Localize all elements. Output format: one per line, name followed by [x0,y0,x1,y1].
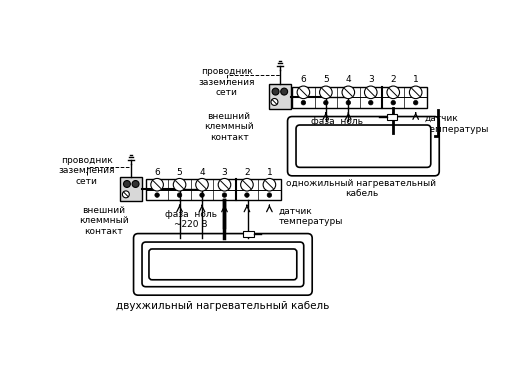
Circle shape [151,178,163,191]
Text: 6: 6 [300,75,306,84]
Circle shape [319,86,331,99]
Text: фаза  ноль
~220 В: фаза ноль ~220 В [310,117,362,137]
Circle shape [272,88,278,95]
Bar [120,177,142,201]
Circle shape [301,100,305,105]
Text: датчик
температуры: датчик температуры [278,206,343,226]
Text: 1: 1 [412,75,418,84]
Circle shape [244,193,249,197]
Text: 3: 3 [221,167,227,177]
FancyBboxPatch shape [149,249,296,280]
Circle shape [297,86,309,99]
Text: 6: 6 [154,167,160,177]
Text: 2: 2 [390,75,395,84]
Circle shape [218,178,230,191]
Text: 5: 5 [176,167,182,177]
Bar [146,179,280,201]
Circle shape [123,181,130,187]
Circle shape [323,100,327,105]
Text: датчик
температуры: датчик температуры [424,114,488,134]
Circle shape [132,181,139,187]
Bar [386,114,397,120]
Circle shape [413,100,417,105]
Circle shape [270,99,277,105]
Circle shape [409,86,421,99]
Text: проводник
заземления
сети: проводник заземления сети [58,156,115,185]
FancyBboxPatch shape [287,117,438,176]
Text: 5: 5 [322,75,328,84]
FancyBboxPatch shape [142,242,303,287]
Text: 1: 1 [266,167,272,177]
Bar [292,86,426,108]
FancyBboxPatch shape [295,125,430,167]
Circle shape [177,193,181,197]
Text: одножильный нагревательный
кабель: одножильный нагревательный кабель [286,179,436,198]
Text: двухжильный нагревательный кабель: двухжильный нагревательный кабель [116,301,329,311]
Text: внешний
клеммный
контакт: внешний клеммный контакт [204,112,253,142]
Circle shape [200,193,204,197]
Bar [269,84,290,109]
Circle shape [390,100,394,105]
Circle shape [122,191,129,198]
Text: проводник
заземления
сети: проводник заземления сети [198,67,254,97]
Text: 4: 4 [345,75,350,84]
Bar [242,231,253,237]
Circle shape [280,88,287,95]
Circle shape [364,86,376,99]
Circle shape [368,100,372,105]
FancyBboxPatch shape [133,234,312,295]
Circle shape [222,193,227,197]
Circle shape [263,178,275,191]
Text: фаза  ноль
~220 В: фаза ноль ~220 В [164,210,216,229]
Circle shape [195,178,208,191]
Circle shape [386,86,399,99]
Circle shape [342,86,354,99]
Circle shape [346,100,350,105]
Circle shape [267,193,271,197]
Circle shape [155,193,159,197]
Text: 3: 3 [367,75,373,84]
Text: 2: 2 [244,167,249,177]
Text: внешний
клеммный
контакт: внешний клеммный контакт [78,206,128,236]
Circle shape [240,178,253,191]
Text: 4: 4 [199,167,205,177]
Circle shape [173,178,185,191]
